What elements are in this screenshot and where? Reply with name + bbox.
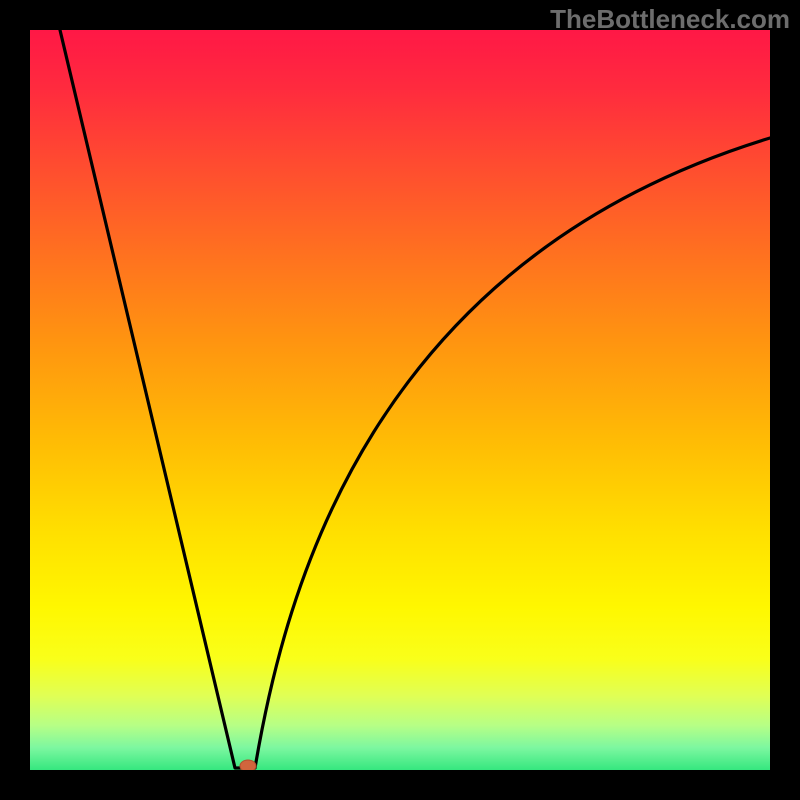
watermark-text: TheBottleneck.com bbox=[550, 4, 790, 35]
bottleneck-curve bbox=[60, 30, 770, 768]
optimal-point-marker bbox=[240, 760, 256, 770]
chart-frame: TheBottleneck.com bbox=[0, 0, 800, 800]
curve-layer bbox=[30, 30, 770, 770]
